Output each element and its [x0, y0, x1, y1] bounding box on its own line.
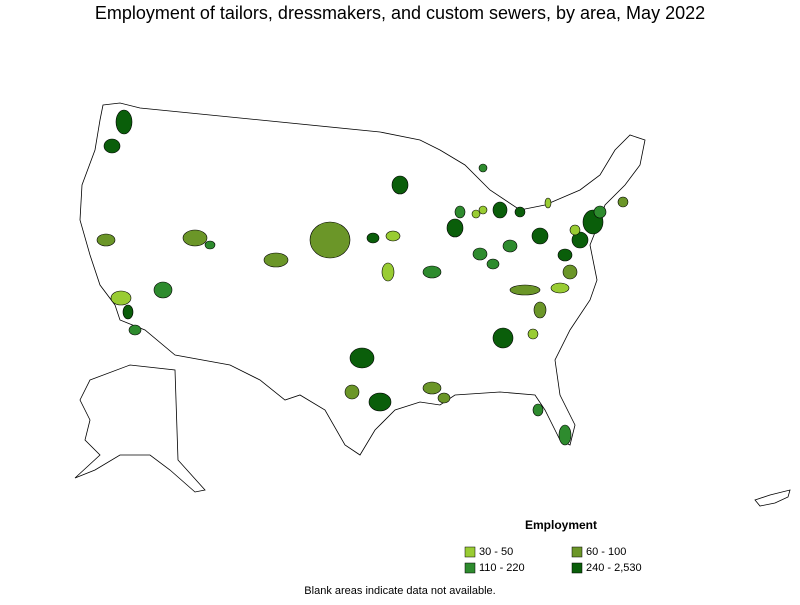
legend-label: 30 - 50: [479, 546, 513, 558]
metro-area: [96, 233, 116, 247]
metro-area: [593, 205, 607, 219]
hawaii: [754, 489, 791, 507]
map-land: [74, 102, 791, 507]
metro-area: [122, 304, 134, 320]
metro-area: [569, 224, 581, 236]
legend-label: 240 - 2,530: [586, 562, 642, 574]
metro-area: [472, 247, 488, 261]
legend-swatch: [571, 546, 583, 558]
alaska: [74, 364, 206, 493]
metro-area: [471, 209, 481, 219]
metro-area: [514, 206, 526, 218]
metro-area: [562, 264, 578, 280]
legend-swatch: [464, 546, 476, 558]
metro-area: [502, 239, 518, 253]
metro-area: [454, 205, 466, 219]
metro-area: [422, 265, 442, 279]
metro-area: [309, 221, 351, 259]
legend-label: 110 - 220: [479, 562, 525, 574]
legend-swatch: [571, 562, 583, 574]
metro-area: [446, 218, 464, 238]
metro-area: [437, 392, 451, 404]
map-areas: [96, 109, 629, 446]
legend-title: Employment: [525, 518, 597, 532]
metro-area: [182, 229, 208, 247]
metro-area: [366, 232, 380, 244]
metro-area: [478, 163, 488, 173]
metro-area: [368, 392, 392, 412]
metro-area: [492, 327, 514, 349]
metro-area: [558, 424, 572, 446]
metro-area: [115, 109, 133, 135]
metro-area: [478, 205, 488, 215]
metro-area: [544, 197, 552, 209]
metro-area: [532, 403, 544, 417]
metro-area: [617, 196, 629, 208]
metro-area: [385, 230, 401, 242]
legend-label: 60 - 100: [586, 546, 626, 558]
metro-area: [531, 227, 549, 245]
metro-area: [103, 138, 121, 154]
metro-area: [263, 252, 289, 268]
metro-area: [204, 240, 216, 250]
metro-area: [344, 384, 360, 400]
metro-area: [349, 347, 375, 369]
metro-area: [533, 301, 547, 319]
metro-area: [571, 231, 589, 249]
metro-area: [153, 281, 173, 299]
metro-area: [391, 175, 409, 195]
footnote: Blank areas indicate data not available.: [304, 585, 495, 597]
metro-area: [550, 282, 570, 294]
metro-area: [422, 381, 442, 395]
metro-area: [527, 328, 539, 340]
metro-area: [557, 248, 573, 262]
metro-area: [110, 290, 132, 306]
legend-swatch: [464, 562, 476, 574]
map-title: Employment of tailors, dressmakers, and …: [95, 3, 705, 23]
metro-area: [128, 324, 142, 336]
metro-area: [381, 262, 395, 282]
metro-area: [492, 201, 508, 219]
metro-area: [509, 284, 541, 296]
metro-area: [486, 258, 500, 270]
legend: 30 - 50 60 - 100 110 - 220 240 - 2,530: [464, 546, 642, 574]
